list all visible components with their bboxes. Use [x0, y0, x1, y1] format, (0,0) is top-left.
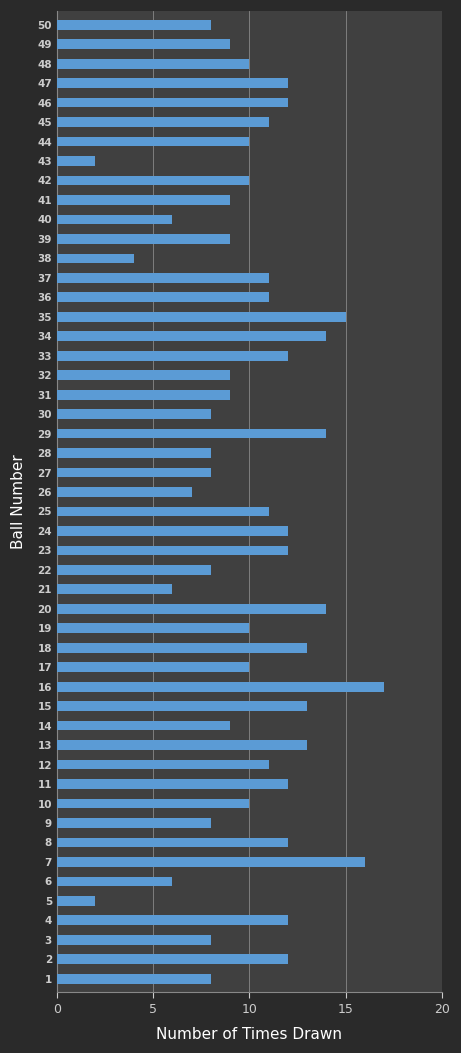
Bar [57, 59, 249, 68]
Bar [57, 506, 269, 516]
Bar [57, 312, 346, 321]
Bar [57, 896, 95, 906]
Bar [57, 254, 134, 263]
Bar [57, 720, 230, 731]
Bar [57, 798, 249, 809]
Bar [57, 195, 230, 205]
Bar [57, 818, 211, 828]
Bar [57, 682, 384, 692]
Bar [57, 234, 230, 243]
Bar [57, 954, 288, 965]
Bar [57, 876, 172, 887]
Bar [57, 39, 230, 49]
Bar [57, 526, 288, 536]
Bar [57, 565, 211, 575]
Bar [57, 545, 288, 555]
Bar [57, 584, 172, 594]
Bar [57, 915, 288, 926]
Bar [57, 449, 211, 458]
Bar [57, 273, 269, 282]
Bar [57, 117, 269, 127]
Bar [57, 371, 230, 380]
Bar [57, 176, 249, 185]
Bar [57, 974, 211, 984]
Bar [57, 662, 249, 672]
Bar [57, 137, 249, 146]
Bar [57, 468, 211, 477]
Bar [57, 351, 288, 360]
Bar [57, 740, 307, 750]
Bar [57, 604, 326, 614]
Bar [57, 643, 307, 653]
Bar [57, 935, 211, 945]
Bar [57, 429, 326, 438]
Bar [57, 857, 365, 867]
Bar [57, 759, 269, 770]
Bar [57, 215, 172, 224]
Bar [57, 390, 230, 399]
Bar [57, 293, 269, 302]
Bar [57, 98, 288, 107]
Bar [57, 78, 288, 88]
Bar [57, 20, 211, 29]
Bar [57, 488, 192, 497]
Bar [57, 332, 326, 341]
Bar [57, 623, 249, 633]
Bar [57, 156, 95, 166]
Bar [57, 701, 307, 711]
Bar [57, 779, 288, 789]
Bar [57, 837, 288, 848]
Bar [57, 410, 211, 419]
Y-axis label: Ball Number: Ball Number [11, 454, 26, 549]
X-axis label: Number of Times Drawn: Number of Times Drawn [156, 1027, 343, 1041]
